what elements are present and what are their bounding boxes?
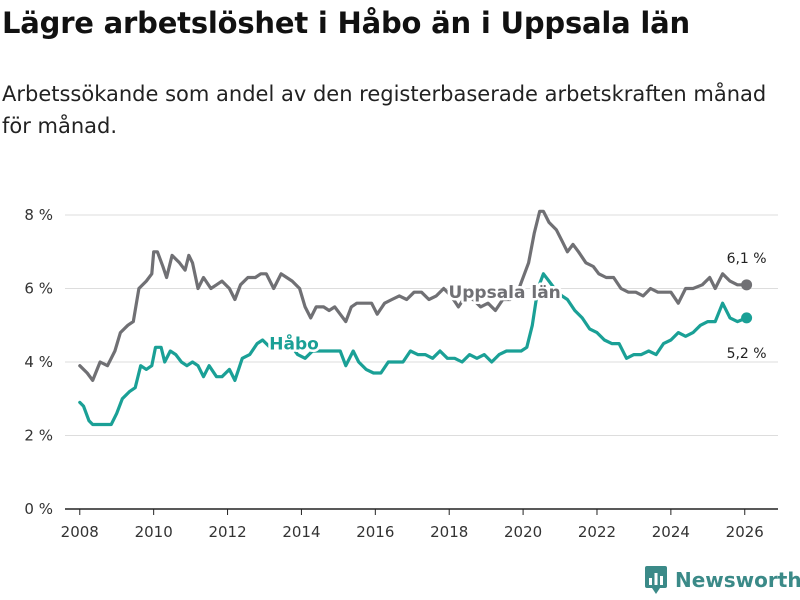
y-tick-label: 6 % xyxy=(24,280,53,298)
x-tick-label: 2022 xyxy=(578,523,616,541)
x-tick-label: 2014 xyxy=(282,523,320,541)
x-tick-label: 2018 xyxy=(430,523,468,541)
x-tick-label: 2008 xyxy=(61,523,99,541)
y-tick-label: 4 % xyxy=(24,353,53,371)
series-labels: 6,1 % 5,2 % Uppsala län Håbo xyxy=(267,251,767,362)
uppsala-lan-end-label: 6,1 % xyxy=(727,251,767,267)
habo-series-label: Håbo xyxy=(269,333,319,355)
newsworthy-brand[interactable]: Newsworthy xyxy=(645,566,800,594)
chart-title: Lägre arbetslöshet i Håbo än i Uppsala l… xyxy=(2,6,690,40)
x-tick-label: 2012 xyxy=(208,523,246,541)
y-tick-label: 8 % xyxy=(24,206,53,224)
y-tick-label: 2 % xyxy=(24,427,53,445)
series-lines xyxy=(78,209,753,427)
uppsala-lan-end-dot xyxy=(741,279,753,291)
uppsala-lan-series-label: Uppsala län xyxy=(448,283,560,303)
x-tick-label: 2016 xyxy=(356,523,394,541)
x-tick-label: 2020 xyxy=(504,523,542,541)
x-tick-label: 2024 xyxy=(652,523,690,541)
habo-end-label: 5,2 % xyxy=(727,346,767,362)
y-tick-label: 0 % xyxy=(24,500,53,518)
uppsala-lan-line xyxy=(78,209,749,382)
chart-subtitle: Arbetssökande som andel av den registerb… xyxy=(2,82,767,138)
brand-name: Newsworthy xyxy=(675,568,800,592)
y-axis-ticks: 0 % 2 % 4 % 6 % 8 % xyxy=(24,206,53,518)
x-tick-label: 2026 xyxy=(726,523,764,541)
x-axis-ticks: 2008 2010 2012 2014 2016 2018 2020 2022 2024 2026 xyxy=(61,509,764,541)
x-tick-label: 2010 xyxy=(135,523,173,541)
newsworthy-logo-icon xyxy=(645,566,667,594)
habo-line xyxy=(78,272,749,427)
habo-end-dot xyxy=(741,312,753,324)
